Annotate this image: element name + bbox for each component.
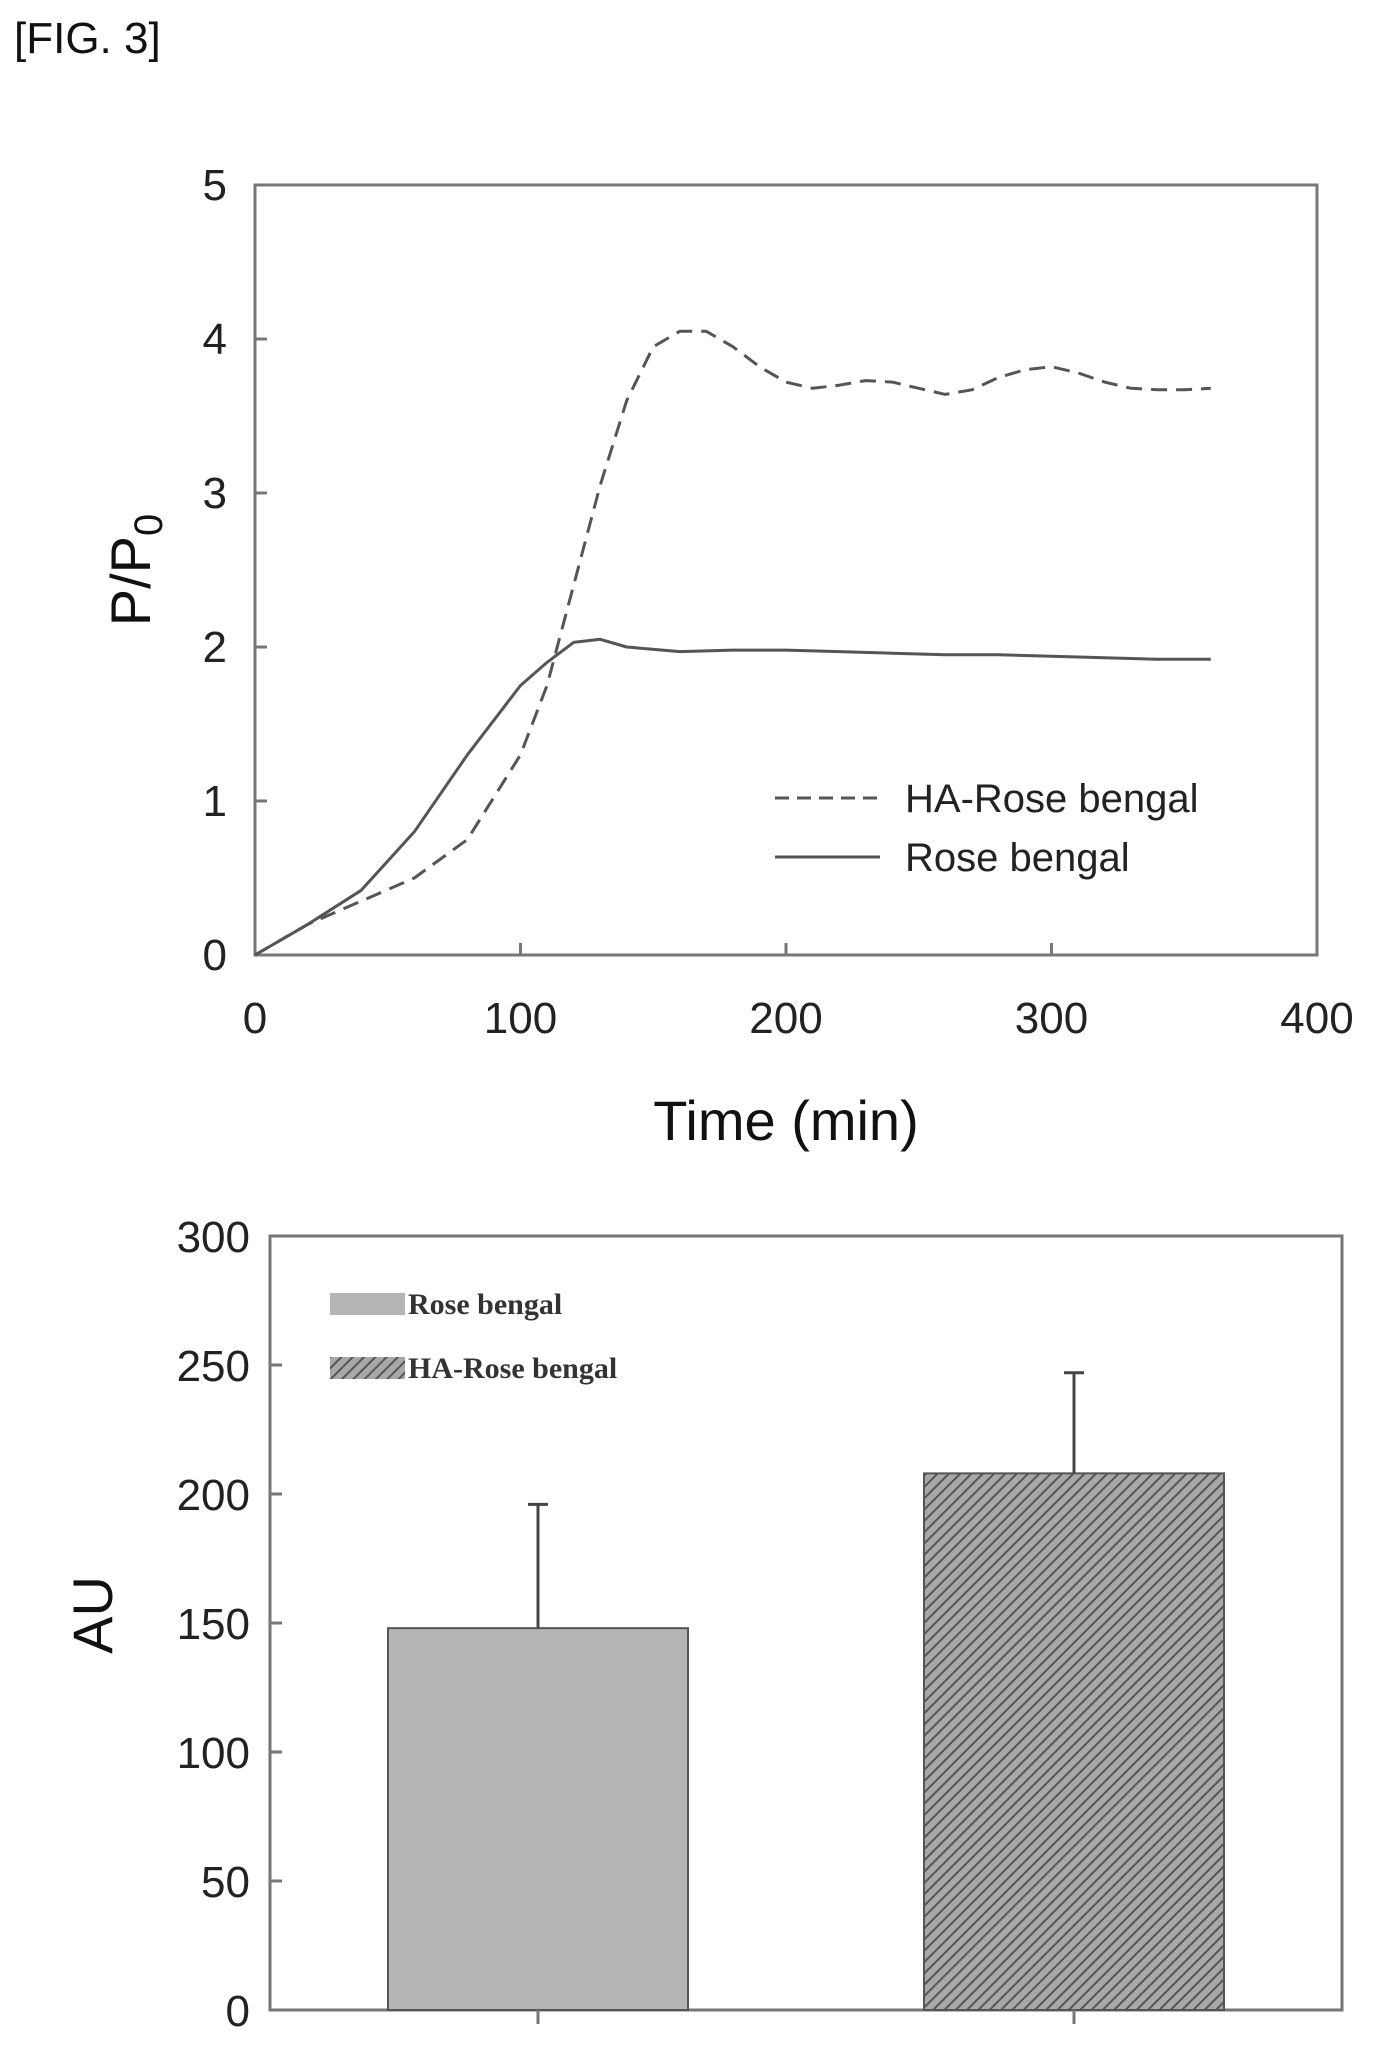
- line-y-axis-title-main: P/P: [99, 536, 162, 626]
- line-legend: HA-Rose bengal Rose bengal: [775, 777, 1199, 880]
- legend-label-rose-bengal: Rose bengal: [905, 836, 1130, 880]
- line-x-tick-label: 0: [243, 994, 267, 1043]
- line-series-rose-bengal: [254, 637, 1211, 957]
- line-x-tick-label: 200: [749, 994, 822, 1043]
- figure-label: [FIG. 3]: [14, 14, 161, 63]
- line-x-tick-label: 100: [484, 994, 557, 1043]
- legend-swatch-ha-rose-bengal-bar: [330, 1357, 405, 1379]
- bar-legend-label-ha-rose-bengal: HA-Rose bengal: [408, 1352, 617, 1385]
- line-y-tick-label: 3: [203, 469, 227, 518]
- legend-swatch-rose-bengal-bar: [330, 1293, 405, 1315]
- bar-y-tick-label: 0: [226, 1987, 250, 2036]
- line-y-tick-label: 0: [203, 931, 227, 980]
- line-y-tick-label: 1: [203, 777, 227, 826]
- line-series-ha-rose-bengal: [254, 329, 1211, 957]
- line-plot-frame: [253, 183, 1319, 957]
- bar-plot-frame: [268, 1234, 1344, 2012]
- bar-ha-rose-bengal: [923, 1472, 1225, 2011]
- line-y-axis-title: P/P0: [99, 514, 171, 627]
- line-y-tick-label: 5: [203, 161, 227, 210]
- bar-y-axis-title: AU: [61, 1576, 124, 1654]
- legend-label-ha-rose-bengal: HA-Rose bengal: [905, 777, 1199, 821]
- line-y-tick-label: 4: [203, 315, 227, 364]
- line-x-axis-title: Time (min): [653, 1089, 918, 1152]
- bar-y-tick-label: 50: [201, 1858, 250, 1907]
- bar-y-tick-label: 150: [177, 1600, 250, 1649]
- bar-y-tick-label: 200: [177, 1471, 250, 1520]
- line-y-axis-title-subscript: 0: [127, 514, 171, 536]
- line-y-tick-label: 2: [203, 623, 227, 672]
- line-x-tick-label: 300: [1015, 994, 1088, 1043]
- bar-y-tick-label: 300: [177, 1213, 250, 1262]
- bar-legend-label-rose-bengal: Rose bengal: [408, 1288, 562, 1321]
- bar-legend: Rose bengal HA-Rose bengal: [330, 1288, 617, 1385]
- bar-rose-bengal: [387, 1627, 689, 2012]
- bar-y-tick-label: 100: [177, 1729, 250, 1778]
- bar-y-tick-label: 250: [177, 1342, 250, 1391]
- line-x-tick-label: 400: [1280, 994, 1353, 1043]
